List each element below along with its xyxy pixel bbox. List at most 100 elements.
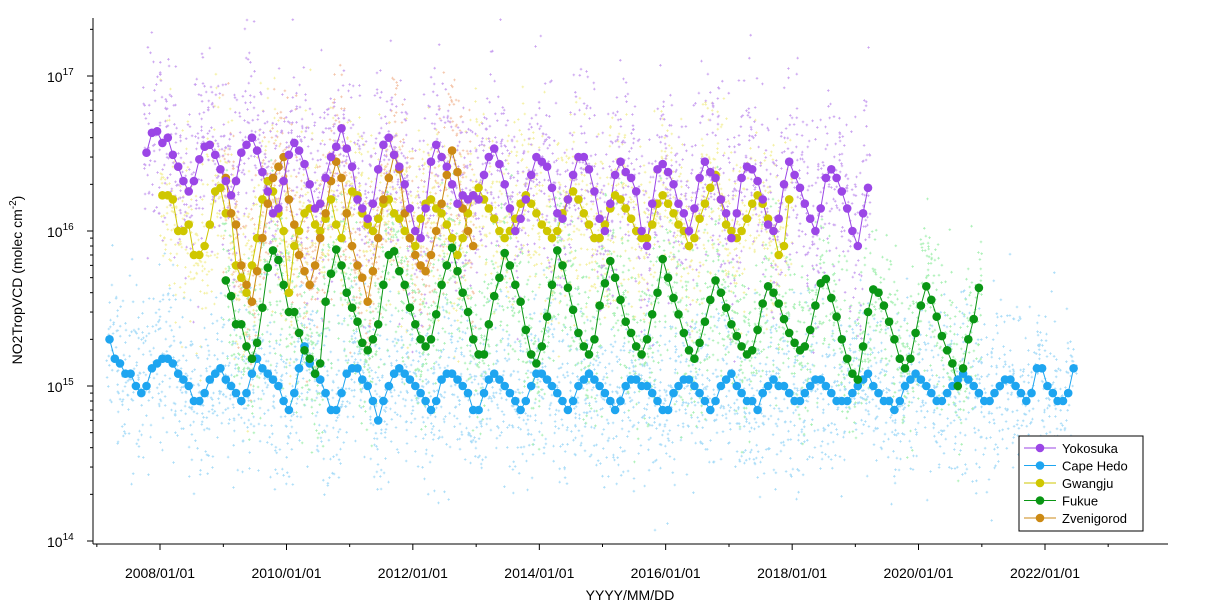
data-point-yokosuka: [684, 226, 694, 236]
data-point-gwangju: [411, 241, 420, 251]
data-point-fukue: [337, 261, 346, 270]
data-point-cape-hedo: [763, 381, 773, 391]
data-point-yokosuka: [489, 144, 499, 153]
data-point-cape-hedo: [579, 375, 589, 384]
data-point-cape-hedo: [647, 388, 657, 398]
data-point-yokosuka: [621, 167, 630, 177]
data-point-yokosuka: [221, 176, 231, 186]
data-point-zvenigorod: [363, 297, 373, 307]
data-point-yokosuka: [379, 140, 388, 150]
data-point-yokosuka: [216, 165, 225, 174]
data-point-fukue: [363, 346, 373, 355]
data-point-gwangju: [458, 233, 468, 243]
data-point-yokosuka: [521, 195, 531, 204]
data-point-cape-hedo: [874, 388, 883, 398]
data-point-yokosuka: [727, 233, 736, 243]
data-point-cape-hedo: [315, 375, 325, 384]
data-point-yokosuka: [479, 170, 489, 180]
data-point-zvenigorod: [384, 173, 394, 183]
data-point-fukue: [294, 328, 304, 338]
data-point-fukue: [237, 320, 246, 329]
data-point-fukue: [595, 301, 604, 310]
data-point-zvenigorod: [284, 195, 294, 204]
data-point-cape-hedo: [911, 369, 920, 379]
data-point-yokosuka: [700, 157, 710, 166]
data-point-fukue: [279, 280, 288, 290]
data-point-fukue: [447, 243, 457, 252]
data-point-fukue: [737, 342, 746, 351]
data-point-fukue: [458, 288, 468, 298]
data-point-yokosuka: [500, 180, 510, 189]
data-point-zvenigorod: [373, 233, 383, 243]
data-point-fukue: [495, 273, 504, 283]
data-point-yokosuka: [315, 199, 325, 208]
data-point-yokosuka: [163, 133, 173, 142]
data-point-yokosuka: [226, 191, 236, 200]
data-point-yokosuka: [437, 152, 446, 162]
data-point-gwangju: [626, 214, 636, 223]
data-point-gwangju: [532, 209, 541, 218]
x-tick-label: 2010/01/01: [251, 565, 321, 581]
data-point-yokosuka: [405, 204, 415, 213]
data-point-zvenigorod: [453, 167, 462, 177]
data-point-cape-hedo: [115, 359, 125, 368]
x-tick-label: 2020/01/01: [883, 565, 953, 581]
data-point-yokosuka: [516, 214, 525, 223]
data-point-yokosuka: [706, 167, 715, 177]
data-point-fukue: [732, 331, 742, 341]
data-point-fukue: [315, 359, 325, 368]
data-point-cape-hedo: [922, 381, 931, 391]
data-point-fukue: [837, 335, 847, 344]
data-point-fukue: [763, 282, 773, 291]
data-point-cape-hedo: [669, 388, 678, 398]
data-point-fukue: [268, 246, 278, 255]
data-point-gwangju: [247, 261, 257, 270]
data-point-cape-hedo: [937, 396, 947, 406]
data-point-fukue: [379, 280, 388, 290]
data-point-fukue: [848, 369, 857, 379]
data-point-fukue: [679, 328, 689, 338]
data-point-yokosuka: [811, 226, 820, 236]
data-point-fukue: [590, 335, 599, 344]
data-point-cape-hedo: [474, 405, 483, 415]
data-point-yokosuka: [263, 187, 273, 196]
data-point-yokosuka: [173, 162, 183, 171]
data-point-yokosuka: [400, 180, 410, 189]
data-point-yokosuka: [795, 183, 805, 193]
y-tick-base: 10: [47, 69, 63, 85]
legend-item-cape-hedo: Cape Hedo: [1024, 459, 1128, 474]
data-point-fukue: [505, 261, 515, 270]
data-point-cape-hedo: [610, 405, 620, 415]
data-point-gwangju: [616, 195, 625, 204]
data-point-gwangju: [284, 288, 294, 298]
data-point-zvenigorod: [463, 226, 473, 236]
data-point-cape-hedo: [784, 388, 794, 398]
data-point-yokosuka: [205, 140, 215, 150]
data-point-cape-hedo: [827, 388, 836, 398]
data-point-fukue: [258, 303, 267, 313]
data-point-gwangju: [600, 220, 610, 229]
data-point-yokosuka: [721, 209, 731, 218]
data-point-gwangju: [763, 214, 773, 223]
axes: [92, 18, 1168, 545]
data-point-cape-hedo: [1016, 388, 1026, 398]
data-point-zvenigorod: [342, 209, 352, 218]
data-point-gwangju: [658, 191, 667, 200]
data-point-yokosuka: [358, 204, 367, 213]
data-point-fukue: [247, 354, 257, 364]
data-point-cape-hedo: [584, 369, 594, 379]
data-point-cape-hedo: [184, 381, 193, 391]
data-point-yokosuka: [663, 167, 673, 177]
data-point-cape-hedo: [495, 375, 504, 384]
data-point-cape-hedo: [942, 388, 952, 398]
data-point-yokosuka: [842, 204, 852, 213]
data-point-fukue: [511, 280, 520, 290]
data-point-cape-hedo: [990, 388, 999, 398]
data-point-gwangju: [674, 220, 683, 229]
data-point-gwangju: [621, 204, 630, 213]
data-point-yokosuka: [505, 204, 515, 213]
data-point-fukue: [784, 328, 794, 338]
data-point-cape-hedo: [706, 405, 715, 415]
data-point-cape-hedo: [426, 405, 436, 415]
data-point-cape-hedo: [711, 396, 720, 406]
